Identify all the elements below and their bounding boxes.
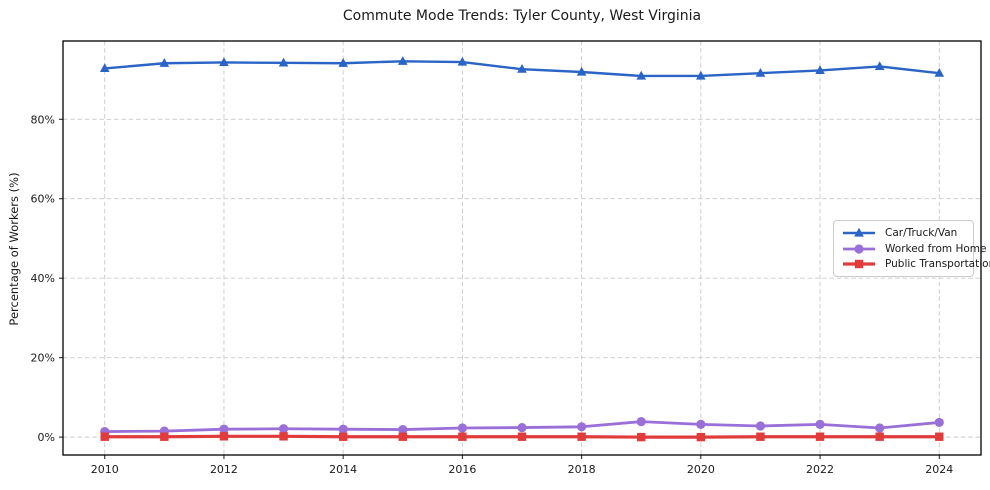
car-truck-van-line-icon (843, 227, 875, 237)
svg-text:40%: 40% (31, 272, 55, 285)
legend-label-car-truck-van: Car/Truck/Van (885, 226, 958, 239)
worked-from-home-line-icon (843, 243, 875, 254)
legend-entry-car-truck-van: Car/Truck/Van (842, 225, 967, 241)
legend-entry-worked-from-home: Worked from Home (842, 241, 986, 257)
svg-text:2010: 2010 (91, 463, 119, 476)
svg-text:2014: 2014 (329, 463, 357, 476)
svg-text:2018: 2018 (568, 463, 596, 476)
svg-text:80%: 80% (31, 113, 55, 126)
svg-text:2012: 2012 (210, 463, 238, 476)
legend-entry-public-transportation: Public Transportation (842, 256, 990, 272)
svg-text:0%: 0% (38, 431, 55, 444)
public-transportation-line-icon (843, 259, 875, 269)
svg-text:20%: 20% (31, 352, 55, 365)
svg-text:2024: 2024 (925, 463, 953, 476)
svg-text:2020: 2020 (687, 463, 715, 476)
chart-title: Commute Mode Trends: Tyler County, West … (342, 8, 702, 24)
svg-text:2016: 2016 (448, 463, 476, 476)
legend-label-public-transportation: Public Transportation (885, 258, 990, 271)
legend-label-worked-from-home: Worked from Home (885, 242, 987, 255)
svg-text:60%: 60% (31, 193, 55, 206)
legend: Car/Truck/Van Worked from Home Public Tr… (833, 220, 990, 277)
svg-text:2022: 2022 (806, 463, 834, 476)
